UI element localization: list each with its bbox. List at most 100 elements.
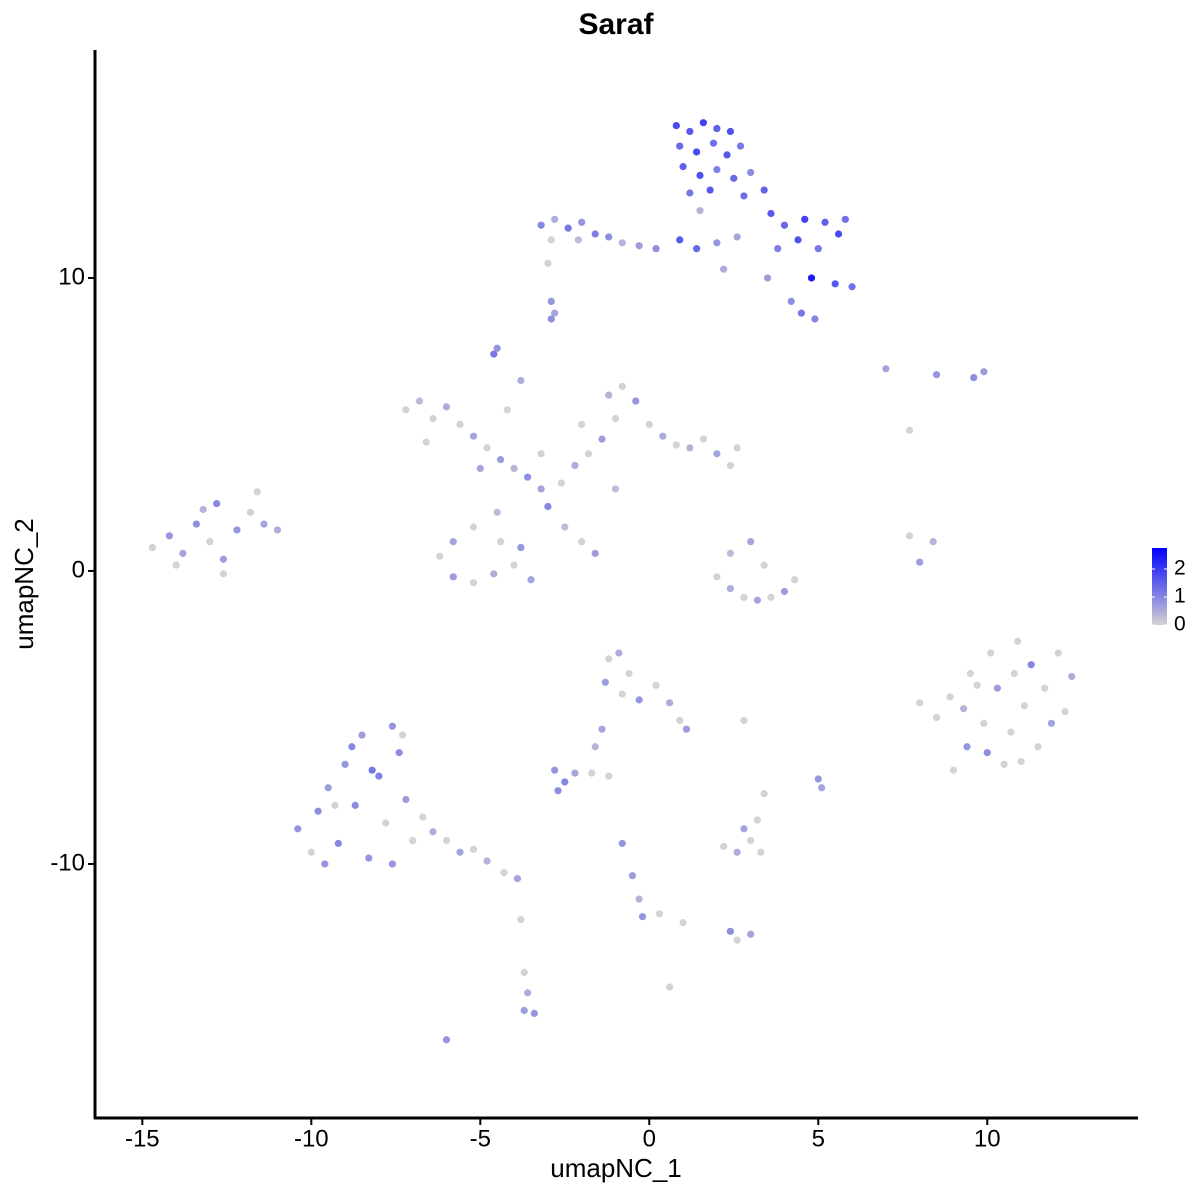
cell-point [537,450,545,458]
cell-point [970,373,978,382]
cell-point [1007,728,1015,736]
cell-point [652,681,660,689]
cell-point [821,218,829,226]
cell-point [747,836,755,845]
cell-point [625,669,633,678]
cell-point [1047,719,1056,727]
cell-point [524,989,532,997]
cell-point [496,538,505,546]
cell-point [490,350,498,358]
cell-point [605,391,613,399]
cell-point [382,819,390,827]
cell-point [544,259,552,267]
cell-point [351,801,359,809]
cell-point [375,772,383,780]
cell-point [1041,684,1049,692]
cell-point [469,523,478,531]
cell-point [736,142,745,150]
cell-point [551,766,559,774]
cell-point [591,549,599,557]
x-tick-label: -10 [294,1125,329,1152]
cell-point [483,857,491,865]
cell-point [780,221,789,229]
cell-point [561,778,569,786]
cell-point [574,236,582,244]
cell-point [655,910,664,918]
x-tick-label: 5 [812,1125,825,1152]
cell-point [233,526,241,534]
cell-point [483,444,491,452]
cell-point [469,432,478,440]
cell-point [554,787,562,795]
cell-point [469,845,478,853]
cell-point [537,485,545,493]
cell-point [172,561,180,569]
cell-point [591,743,599,751]
y-tick-label: 0 [72,556,85,583]
cell-point [882,365,890,373]
cell-point [618,382,626,390]
cell-point [665,983,674,991]
cell-point [659,432,667,440]
cell-point [409,836,417,845]
chart-title: Saraf [578,8,654,41]
cell-point [547,297,555,305]
cell-point [665,699,674,707]
cell-point [676,142,684,150]
cell-point [794,236,802,244]
cell-point [544,502,552,511]
cell-point [442,1036,451,1044]
cell-point [442,836,451,845]
cell-point [973,681,981,689]
cell-point [733,936,741,944]
cell-point [987,649,995,657]
cell-point [605,772,613,780]
cell-point [253,488,261,496]
cell-point [905,426,914,434]
cell-point [611,485,620,493]
x-tick-label: -15 [125,1125,160,1152]
cell-point [578,538,586,546]
cell-point [388,860,397,868]
cell-point [398,731,407,739]
cell-point [368,766,376,774]
cell-point [905,532,914,540]
cell-point [635,242,643,250]
cell-point [1010,669,1018,678]
x-tick-label: -5 [470,1125,491,1152]
cell-point [726,584,734,593]
cell-point [686,444,694,452]
cell-point [365,854,373,862]
x-tick-label: 10 [974,1125,1001,1152]
cell-point [632,397,640,405]
cell-point [686,127,694,136]
cell-point [503,406,511,414]
cell-point [469,579,478,587]
cell-point [740,192,748,200]
cell-point [334,839,342,848]
cell-point [219,555,228,563]
cell-point [946,693,954,701]
cell-point [402,795,410,804]
cell-point [551,309,559,317]
colorbar [1152,548,1167,625]
cell-point [841,215,849,223]
cell-point [733,444,741,452]
cell-point [760,561,768,569]
cell-point [1014,637,1022,645]
cell-point [520,968,528,976]
cell-point [726,127,734,136]
cell-point [294,825,302,833]
cell-point [618,239,626,247]
cell-point [672,121,680,130]
cell-point [635,696,643,704]
cell-point [148,543,157,552]
cell-point [638,913,647,921]
cell-point [720,265,728,273]
cell-point [510,561,518,569]
cell-point [500,869,508,877]
cell-point [547,236,555,244]
cell-point [1054,649,1062,657]
cell-point [949,766,958,774]
cell-point [206,538,214,546]
